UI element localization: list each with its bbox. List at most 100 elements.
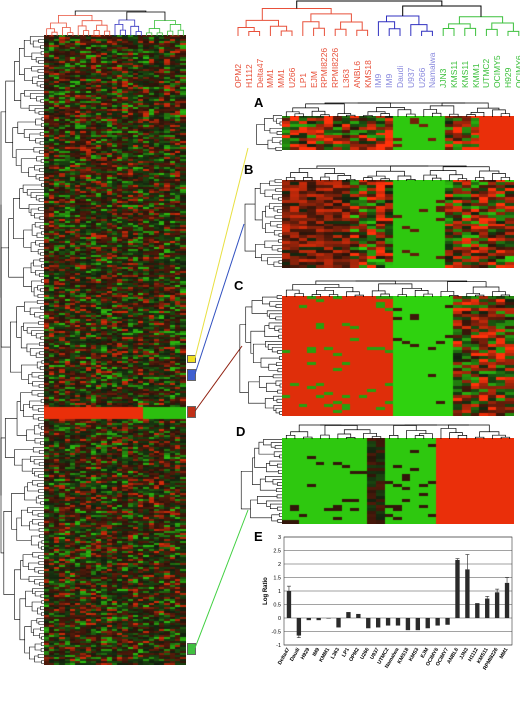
main-row-dendrogram	[0, 36, 44, 664]
cell-line-label: EJM	[308, 71, 319, 88]
bar	[405, 618, 411, 631]
cell-line-label: KMS11	[459, 60, 470, 88]
marker-a-yellow	[187, 355, 196, 363]
panel-b-dendrogram	[244, 179, 282, 267]
marker-d-green	[187, 643, 196, 655]
cell-line-label: UTMC2	[481, 58, 492, 88]
bar	[366, 618, 371, 629]
cell-line-label: MM1	[265, 69, 276, 88]
panel-label-b: B	[244, 162, 254, 177]
bar	[435, 618, 440, 626]
cell-line-labels: OPM2 H1112 Delta47 MM1 MM1 U266 LP1 EJM RPMI8226…	[0, 0, 520, 110]
panel-d-column-dendrogram	[285, 424, 511, 439]
panel-d-heatmap	[282, 438, 514, 524]
cell-line-label: KMS18	[362, 60, 373, 88]
cell-line-label: U266	[287, 67, 297, 88]
bar	[286, 591, 292, 618]
bar-chart-xtick: U937	[369, 647, 380, 661]
panel-b-column-dendrogram	[285, 165, 511, 181]
panel-e-bar-chart: Log Ratio -1 -0.5 0 0.5 1 1.5 2 2.5 3 Delta47Daud…	[263, 535, 513, 671]
panel-c-column-dendrogram	[285, 280, 511, 297]
cell-line-label: MM1	[276, 69, 287, 88]
bar-chart-xtick: U266	[359, 647, 370, 661]
bar	[336, 618, 341, 628]
cell-line-label: Daudi	[395, 65, 405, 88]
panel-b-heatmap	[282, 180, 514, 268]
bar-chart-ytick: 3	[278, 535, 281, 541]
bar	[425, 618, 430, 629]
marker-c-red	[187, 406, 196, 418]
cell-line-label: U937	[405, 67, 416, 88]
bar-chart-xtick: OPM2	[348, 647, 361, 663]
panel-a-column-dendrogram	[285, 102, 511, 117]
bar	[485, 598, 490, 618]
bar-chart-ytick: 0.5	[273, 603, 281, 609]
bar-chart-xtick: KMS3	[408, 647, 420, 663]
panel-c-dendrogram	[239, 295, 282, 415]
bar-chart-ylabel: Log Ratio	[263, 577, 269, 605]
bar	[316, 618, 321, 621]
cell-line-label: JJN3	[438, 68, 449, 88]
bar	[306, 618, 311, 621]
bar	[356, 613, 361, 618]
cell-line-label: ANBL6	[351, 61, 362, 88]
cell-line-label: L363	[341, 69, 351, 88]
bar	[346, 612, 351, 618]
cell-line-label: H929	[503, 67, 513, 88]
panel-a-heatmap	[282, 116, 514, 150]
panel-label-a: A	[254, 95, 264, 110]
bar	[395, 618, 401, 626]
panel-label-c: C	[234, 278, 244, 293]
bar-chart-ytick: 1.5	[273, 576, 281, 582]
bar-chart-ytick: 0	[278, 616, 281, 622]
bar-chart-xtick: H929	[300, 647, 311, 661]
bar-chart-xtick: L363	[330, 647, 341, 660]
bar-chart-xtick: LP1	[341, 647, 351, 658]
cell-line-label: KMS11	[449, 60, 459, 88]
bar-chart-xtick: Daudi	[289, 647, 302, 663]
bar	[296, 618, 302, 636]
cell-line-label: OCIMY6	[513, 55, 520, 88]
bar-chart-xtick: MM1	[499, 647, 510, 660]
bar	[455, 559, 460, 618]
cell-line-label: U266	[416, 67, 427, 88]
panel-c-heatmap	[282, 296, 514, 416]
marker-b-blue	[187, 369, 196, 381]
bar-chart-ytick: 2.5	[273, 549, 281, 555]
cell-line-label: LP1	[297, 72, 308, 88]
panel-label-d: D	[236, 424, 246, 439]
bar	[415, 618, 421, 631]
panel-a-dendrogram	[256, 115, 282, 151]
bar-chart-xtick: IM9	[312, 647, 322, 658]
panel-label-e: E	[254, 529, 263, 544]
main-column-dendrogram	[46, 10, 184, 36]
bar-chart-ytick: -0.5	[272, 630, 281, 636]
cell-line-label: Namalwa	[427, 52, 438, 88]
panel-d-dendrogram	[240, 439, 282, 523]
main-heatmap	[44, 35, 186, 665]
cell-line-label: IM9	[373, 73, 384, 88]
cell-line-label: Delta47	[254, 58, 265, 88]
bar-chart-xtick: Delta47	[277, 647, 291, 666]
cluster-dendrogram-top	[237, 0, 520, 36]
bar-chart-ytick: 2	[278, 562, 281, 568]
bar	[465, 569, 470, 618]
cell-line-label: RPMI8226	[319, 47, 330, 88]
bar-chart-xtick: KMM1	[318, 647, 331, 663]
bar-chart-xtick: EJM	[420, 647, 431, 659]
cell-line-label: KMM1	[470, 63, 481, 88]
bar	[445, 618, 450, 625]
cell-line-label: OPM2	[233, 63, 243, 88]
bar	[326, 618, 331, 619]
bar	[475, 603, 480, 618]
cell-line-label: RPMI8226	[330, 47, 341, 88]
bar-chart-ytick: -1	[276, 643, 281, 649]
cell-line-label: H1112	[243, 64, 254, 88]
cell-line-label: IM9	[384, 73, 395, 88]
bar	[494, 592, 500, 618]
cell-line-label: OCIMY5	[492, 55, 503, 88]
bar	[375, 618, 381, 628]
bar-chart-xtick: JJN3	[459, 647, 470, 661]
bar	[504, 582, 510, 618]
bar	[385, 618, 391, 626]
